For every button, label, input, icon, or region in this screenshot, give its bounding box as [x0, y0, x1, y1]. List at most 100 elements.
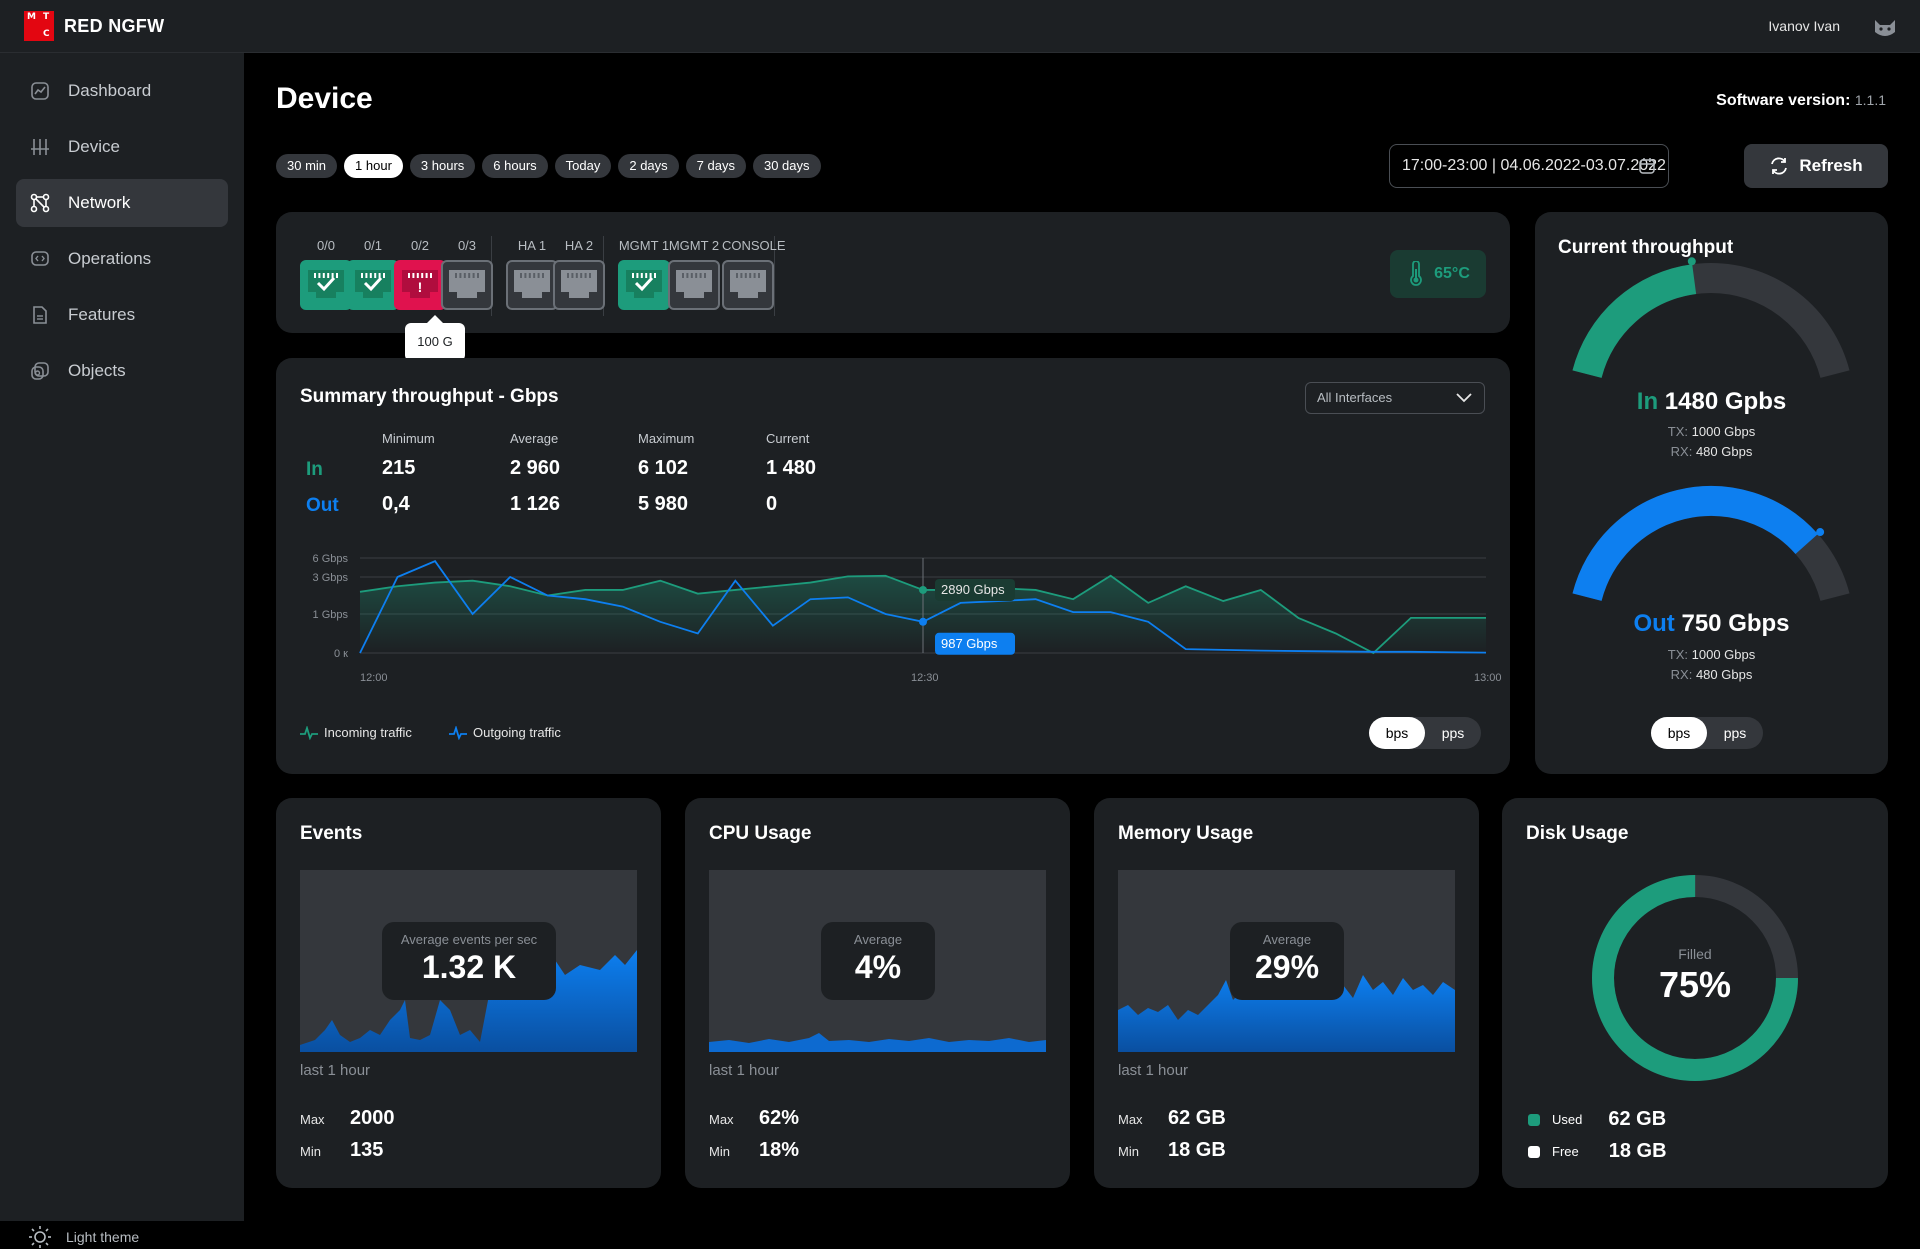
period-7days[interactable]: 7 days — [685, 154, 746, 178]
disk-filled-label: Filled — [1678, 946, 1712, 962]
y-tick-label: 6 Gbps — [313, 553, 349, 565]
unit-bps[interactable]: bps — [1651, 717, 1707, 749]
theme-toggle[interactable]: Light theme — [28, 1225, 139, 1249]
port-label: MGMT 1 — [618, 238, 670, 253]
x-tick-label: 12:30 — [911, 672, 939, 684]
port-ha-1[interactable] — [506, 260, 558, 310]
out-number: 750 — [1681, 610, 1722, 637]
period-today[interactable]: Today — [554, 154, 612, 178]
gauge-fill — [1572, 264, 1697, 379]
sidebar-item-network[interactable]: Network — [16, 179, 228, 227]
logo: М Т С — [24, 11, 54, 41]
sidebar-item-device[interactable]: Device — [16, 123, 228, 171]
disk-filled-value: 75% — [1658, 964, 1732, 1005]
temperature-value: 65°C — [1434, 265, 1470, 282]
page-title: Device — [276, 82, 373, 115]
port-mgmt-1[interactable] — [618, 260, 670, 310]
port-0-3[interactable] — [441, 260, 493, 310]
in-number: 1480 — [1664, 388, 1719, 415]
out-avg: 1 126 — [510, 493, 561, 515]
port-ha-2[interactable] — [553, 260, 605, 310]
network-icon — [30, 193, 50, 213]
events-min-label: Min — [300, 1144, 321, 1159]
interface-select-value: All Interfaces — [1317, 390, 1393, 405]
header-average: Average — [510, 431, 559, 446]
period-2days[interactable]: 2 days — [618, 154, 679, 178]
memory-period: last 1 hour — [1118, 1062, 1189, 1079]
sidebar-item-label: Features — [68, 305, 136, 324]
date-range-value: 17:00-23:00 | 04.06.2022-03.07.2022 — [1402, 157, 1666, 174]
ethernet-port-icon: ! — [402, 270, 438, 298]
port-console[interactable] — [722, 260, 774, 310]
temperature-badge: 65°C — [1390, 250, 1486, 298]
port-0-2[interactable]: ! — [394, 260, 446, 310]
in-avg: 2 960 — [510, 457, 561, 479]
memory-chart: Average 29% — [1118, 870, 1455, 1052]
period-3hours[interactable]: 3 hours — [409, 154, 476, 178]
period-30min[interactable]: 30 min — [276, 154, 338, 178]
legend-used: Used 62 GB — [1528, 1108, 1666, 1131]
throughput-out-value: Out 750 Gbps — [1535, 610, 1888, 638]
y-tick-label: 1 Gbps — [313, 609, 349, 621]
legend-incoming: Incoming traffic — [300, 725, 412, 740]
throughput-in-gauge — [1572, 257, 1850, 379]
period-1hour[interactable]: 1 hour — [344, 154, 403, 178]
out-current: 0 — [766, 493, 778, 515]
calendar-icon[interactable] — [1638, 157, 1656, 175]
memory-max-label: Max — [1118, 1112, 1143, 1127]
port-mgmt-2[interactable] — [668, 260, 720, 310]
in-current: 1 480 — [766, 457, 817, 479]
ports-panel: 65°C 0/0 0/1 0/2! 0/3 HA 1 HA 2 MGMT 1 MGMT 2 CO… — [276, 212, 1510, 333]
cpu-max-value: 62% — [759, 1107, 800, 1129]
sidebar-item-dashboard[interactable]: Dashboard — [16, 67, 228, 115]
used-dot — [1528, 1113, 1540, 1126]
period-6hours[interactable]: 6 hours — [482, 154, 548, 178]
port-0-0[interactable] — [300, 260, 352, 310]
unit-pps[interactable]: pps — [1441, 725, 1465, 741]
port-label: CONSOLE — [722, 238, 786, 253]
memory-panel: Memory Usage Average 29% last 1 hour Max… — [1094, 798, 1479, 1188]
in-max: 6 102 — [638, 457, 689, 479]
cpu-chart: Average 4% — [709, 870, 1046, 1052]
sliders-icon — [31, 139, 49, 155]
disk-panel: Disk Usage Filled 75% Used 62 GB Free 18… — [1502, 798, 1888, 1188]
ethernet-port-icon — [561, 270, 597, 298]
port-0-1[interactable] — [347, 260, 399, 310]
current-throughput-panel: Current throughput In 1480 Gpbs TX: 1000… — [1535, 212, 1888, 774]
sidebar-item-features[interactable]: Features — [16, 291, 228, 339]
user-name[interactable]: Ivanov Ivan — [1768, 18, 1840, 34]
annotation-box — [935, 632, 1015, 655]
sidebar-item-operations[interactable]: Operations — [16, 235, 228, 283]
events-max-value: 2000 — [350, 1107, 395, 1129]
throughput-in-value: In 1480 Gpbs — [1535, 388, 1888, 416]
throughput-out-gauge — [1572, 486, 1850, 602]
current-throughput-title: Current throughput — [1558, 237, 1734, 258]
free-dot — [1528, 1145, 1540, 1158]
in-rx: RX: 480 Gbps — [1535, 444, 1888, 459]
avatar[interactable] — [1870, 12, 1900, 42]
gauge-marker — [1687, 257, 1696, 266]
in-unit: Gpbs — [1724, 388, 1787, 415]
port-group-separator — [774, 236, 775, 316]
interface-select[interactable]: All Interfaces — [1305, 382, 1485, 414]
sidebar-item-objects[interactable]: Objects — [16, 347, 228, 395]
outgoing-marker — [919, 617, 927, 626]
sun-icon — [29, 1226, 51, 1248]
period-30days[interactable]: 30 days — [752, 154, 821, 178]
logo-letter: М — [27, 12, 36, 22]
summary-throughput-panel: Summary throughput - Gbps All Interfaces… — [276, 358, 1510, 774]
annotation-label: 987 Gbps — [941, 636, 998, 651]
ethernet-port-icon — [676, 270, 712, 298]
check-icon — [316, 276, 336, 292]
memory-average-value: 29% — [1254, 949, 1320, 985]
refresh-button[interactable]: Refresh — [1744, 144, 1888, 188]
unit-pps[interactable]: pps — [1723, 725, 1747, 741]
throughput-line-chart[interactable]: 6 Gbps 3 Gbps 1 Gbps 0 к 12:00 12:30 13:00 2890… — [276, 538, 1510, 708]
out-rx: RX: 480 Gbps — [1535, 667, 1888, 682]
unit-bps[interactable]: bps — [1369, 717, 1425, 749]
rx-value: 480 Gbps — [1695, 444, 1753, 459]
date-range-input[interactable]: 17:00-23:00 | 04.06.2022-03.07.2022 — [1389, 144, 1669, 188]
throughput-unit-toggle: bps pps — [1651, 717, 1763, 749]
header-current: Current — [766, 431, 810, 446]
port-label: 0/3 — [457, 238, 477, 253]
